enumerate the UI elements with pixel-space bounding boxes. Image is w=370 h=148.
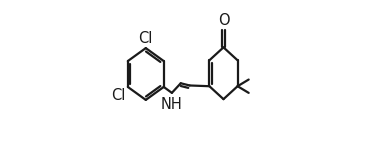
Text: O: O (218, 13, 229, 28)
Text: Cl: Cl (111, 89, 126, 103)
Text: Cl: Cl (139, 31, 153, 46)
Text: NH: NH (160, 97, 182, 112)
